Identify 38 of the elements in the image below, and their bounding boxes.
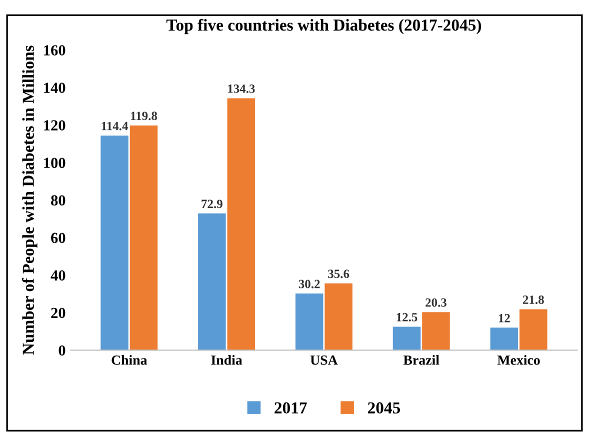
- y-tick-label: 80: [51, 195, 66, 206]
- y-tick-label: 140: [44, 82, 66, 93]
- data-label: 12: [498, 314, 510, 322]
- bar: [422, 312, 450, 350]
- bar: [130, 125, 158, 350]
- x-tick-label: USA: [310, 355, 338, 365]
- bar: [324, 283, 352, 350]
- chart-title: Top five countries with Diabetes (2017-2045): [166, 18, 482, 34]
- data-label: 35.6: [328, 270, 350, 278]
- bar: [520, 309, 548, 350]
- x-tick-label: India: [211, 355, 242, 365]
- x-tick-label: China: [112, 355, 148, 365]
- y-axis-title: Number of People with Diabetes in Millions: [22, 46, 38, 355]
- y-tick-label: 160: [44, 45, 66, 56]
- bar: [392, 326, 421, 350]
- data-label: 119.8: [131, 112, 158, 120]
- x-tick-label: Brazil: [403, 355, 440, 365]
- y-tick-label: 100: [44, 158, 66, 168]
- data-label: 30.2: [298, 280, 320, 288]
- bar: [227, 98, 256, 350]
- data-label: 114.4: [102, 122, 128, 130]
- y-tick-label: 40: [50, 270, 66, 281]
- y-tick-label: 60: [51, 232, 66, 244]
- y-tick-label: 0: [58, 345, 66, 356]
- legend-label: 2045: [368, 402, 400, 414]
- data-label: 12.5: [396, 313, 418, 322]
- bar: [100, 136, 128, 350]
- bar: [198, 213, 226, 350]
- y-tick-label: 20: [51, 308, 66, 318]
- data-label: 21.8: [522, 296, 544, 304]
- x-tick-label: Mexico: [497, 355, 540, 365]
- y-tick-label: 120: [44, 120, 66, 131]
- legend-label: 2017: [274, 402, 307, 414]
- data-label: 72.9: [202, 200, 222, 208]
- data-label: 134.3: [228, 84, 255, 93]
- data-label: 20.3: [426, 298, 446, 307]
- bar: [490, 328, 518, 350]
- bar: [295, 294, 324, 350]
